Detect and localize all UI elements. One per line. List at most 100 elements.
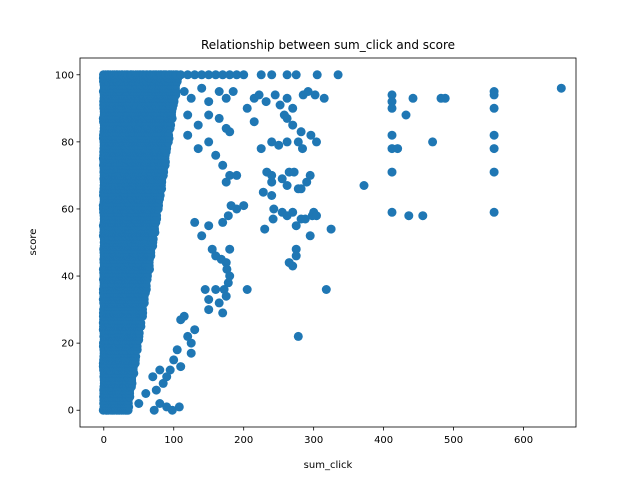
data-point — [242, 103, 252, 113]
data-point — [312, 211, 321, 221]
data-point — [169, 355, 179, 365]
data-point — [261, 97, 271, 107]
data-point — [218, 308, 228, 318]
data-point — [267, 177, 277, 187]
data-point — [440, 93, 450, 103]
x-tick-label: 500 — [444, 435, 463, 446]
data-point — [274, 140, 284, 150]
data-point — [306, 130, 316, 140]
data-point — [254, 90, 264, 100]
data-point — [134, 399, 144, 408]
data-point — [211, 70, 221, 80]
x-tick-label: 200 — [234, 435, 253, 446]
data-point — [162, 372, 172, 382]
data-point — [176, 315, 186, 325]
data-point — [291, 251, 301, 261]
data-point — [190, 70, 200, 80]
data-point — [428, 137, 438, 147]
y-tick-label: 40 — [61, 272, 74, 283]
data-point — [296, 184, 306, 194]
data-point — [183, 110, 193, 120]
data-point — [225, 244, 235, 254]
data-point — [489, 144, 499, 154]
data-point — [302, 177, 312, 187]
data-point — [228, 87, 238, 96]
data-point — [239, 70, 249, 80]
data-point — [225, 70, 235, 80]
data-point — [291, 221, 301, 231]
data-point — [296, 127, 306, 137]
data-point — [489, 90, 499, 100]
data-point — [218, 70, 228, 80]
data-point — [204, 305, 214, 315]
scatter-points — [134, 70, 566, 415]
data-point — [155, 365, 165, 375]
data-point — [211, 150, 221, 160]
data-point — [268, 214, 278, 224]
data-point — [214, 298, 224, 308]
data-point — [312, 137, 321, 147]
data-point — [556, 83, 566, 93]
data-point — [300, 214, 310, 224]
data-point — [267, 191, 277, 200]
x-axis-label: sum_click — [304, 460, 353, 471]
data-point — [393, 144, 403, 154]
data-point — [288, 103, 298, 113]
x-tick-label: 600 — [514, 435, 533, 446]
data-point — [193, 144, 203, 154]
data-point — [387, 103, 397, 113]
dense-point-cluster — [98, 70, 183, 415]
data-point — [489, 103, 499, 113]
data-point — [197, 83, 207, 93]
x-tick-label: 0 — [101, 435, 107, 446]
data-point — [387, 207, 397, 217]
data-point — [260, 224, 270, 234]
data-point — [239, 201, 249, 211]
data-point — [387, 90, 397, 100]
data-point — [174, 402, 184, 412]
y-axis-label: score — [28, 229, 39, 256]
data-point — [310, 90, 320, 100]
data-point — [298, 144, 307, 154]
data-point — [489, 167, 499, 177]
data-point — [305, 231, 315, 241]
data-point — [183, 70, 193, 80]
data-point — [232, 70, 242, 80]
data-point — [221, 177, 231, 187]
y-tick-label: 80 — [61, 137, 74, 148]
data-point — [167, 405, 177, 415]
data-point — [176, 362, 186, 372]
data-point — [218, 160, 228, 170]
data-point — [404, 211, 414, 221]
data-point — [223, 278, 233, 288]
data-point — [288, 207, 298, 217]
y-tick-label: 20 — [61, 339, 74, 350]
data-point — [249, 117, 259, 127]
data-point — [186, 338, 196, 348]
data-point — [225, 127, 235, 137]
data-point — [293, 331, 303, 341]
data-point — [269, 204, 279, 214]
data-point — [225, 170, 235, 180]
data-point — [186, 348, 196, 358]
data-point — [149, 405, 159, 415]
data-point — [326, 224, 336, 234]
data-point — [165, 365, 175, 375]
data-point — [282, 137, 292, 147]
data-point — [221, 258, 231, 268]
data-point — [277, 174, 287, 184]
data-point — [179, 87, 189, 96]
data-point — [333, 70, 343, 80]
data-point — [387, 97, 397, 107]
data-point — [401, 110, 411, 120]
data-point — [258, 187, 268, 197]
data-point — [267, 70, 277, 80]
data-point — [190, 325, 200, 335]
data-point — [158, 378, 168, 388]
y-axis-ticks: 0 20 40 60 80 100 — [55, 70, 80, 417]
data-point — [293, 137, 303, 147]
data-point — [211, 285, 221, 294]
data-point — [197, 70, 207, 80]
data-point — [197, 231, 207, 241]
